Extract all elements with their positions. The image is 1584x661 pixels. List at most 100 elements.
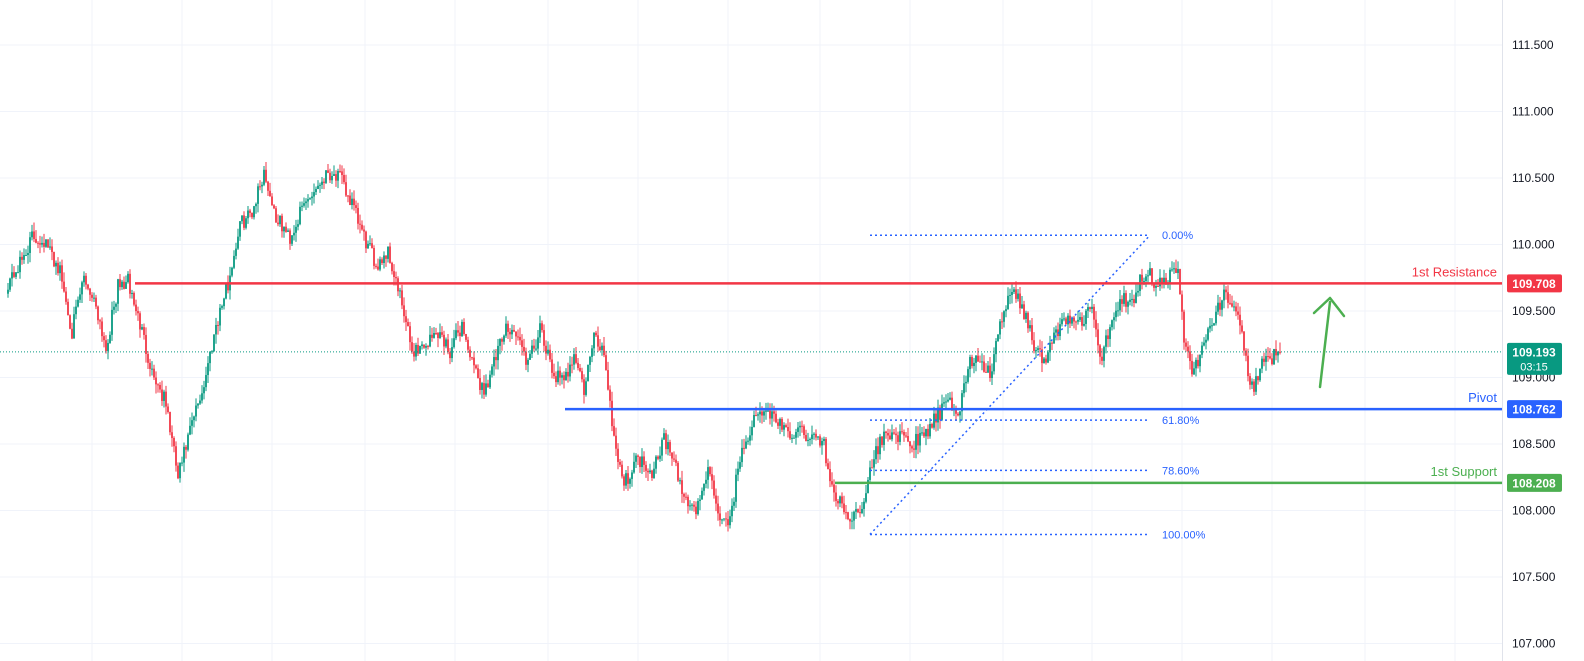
candle xyxy=(1141,268,1143,290)
candle xyxy=(141,323,143,331)
candle xyxy=(815,429,817,441)
candle-body xyxy=(947,399,949,402)
candle xyxy=(121,279,123,290)
candle-body xyxy=(831,481,833,485)
candle xyxy=(813,432,815,440)
candle xyxy=(223,297,225,310)
candle-body xyxy=(1103,346,1105,361)
candle-body xyxy=(1017,293,1019,299)
candle-body xyxy=(1165,277,1167,285)
candle xyxy=(739,456,741,472)
candle-body xyxy=(887,432,889,436)
candle xyxy=(441,326,443,338)
candle-body xyxy=(1093,306,1095,320)
candle-body xyxy=(253,206,255,218)
candle-body xyxy=(637,455,639,457)
candle xyxy=(943,397,945,407)
candle xyxy=(877,437,879,463)
candle xyxy=(1033,332,1035,354)
candle xyxy=(501,337,503,351)
candle xyxy=(319,182,321,193)
candle-body xyxy=(123,281,125,289)
fib-level-label: 78.60% xyxy=(1162,465,1200,477)
candle-body xyxy=(525,351,527,365)
candle xyxy=(59,261,61,281)
candle-body xyxy=(111,309,113,335)
candle xyxy=(1265,348,1267,371)
candle-body xyxy=(1073,317,1075,322)
candle-body xyxy=(857,509,859,513)
candle xyxy=(631,469,633,487)
candle-body xyxy=(1175,268,1177,273)
candle xyxy=(103,332,105,348)
candle xyxy=(195,398,197,422)
candle xyxy=(1011,283,1013,304)
candle xyxy=(1145,273,1147,288)
candle-body xyxy=(143,327,145,335)
candle xyxy=(1043,357,1045,364)
candle xyxy=(375,263,377,269)
candle xyxy=(905,431,907,438)
candle-body xyxy=(75,306,77,315)
candle xyxy=(1277,350,1279,363)
candle xyxy=(275,206,277,223)
candle xyxy=(235,242,237,260)
candle-body xyxy=(175,446,177,466)
candle-body xyxy=(79,294,81,300)
candle xyxy=(1095,311,1097,338)
price-tick-label: 110.500 xyxy=(1512,171,1555,185)
candle-body xyxy=(189,425,191,435)
candle-body xyxy=(367,243,369,249)
candle xyxy=(17,265,19,274)
candle-body xyxy=(67,301,69,316)
candle-body xyxy=(1041,349,1043,364)
candle xyxy=(377,258,379,271)
candle-body xyxy=(1217,302,1219,312)
candle xyxy=(975,354,977,372)
candle xyxy=(695,501,697,520)
candle xyxy=(1213,322,1215,327)
price-badges: 109.708 108.762 108.208 109.193 03:15 xyxy=(1507,274,1562,492)
candle-body xyxy=(235,248,237,256)
candle-body xyxy=(573,354,575,365)
candle-body xyxy=(17,272,19,274)
candle xyxy=(871,459,873,469)
candle xyxy=(633,452,635,474)
candle-body xyxy=(891,432,893,440)
candle xyxy=(1263,352,1265,367)
candle xyxy=(691,503,693,511)
candle-body xyxy=(1077,319,1079,322)
candle-body xyxy=(931,423,933,428)
candle-body xyxy=(9,278,11,290)
candle-body xyxy=(363,229,365,232)
candle xyxy=(781,417,783,433)
candle-body xyxy=(165,391,167,407)
candle-body xyxy=(527,359,529,365)
candle-body xyxy=(875,446,877,460)
candle-body xyxy=(597,335,599,347)
candle-body xyxy=(61,265,63,282)
candle xyxy=(43,233,45,253)
price-axis[interactable]: 107.000107.500108.000108.500109.000109.5… xyxy=(1512,38,1556,651)
candle-body xyxy=(381,259,383,263)
candle xyxy=(431,327,433,342)
fibonacci-retracement[interactable]: 0.00% 61.80% 78.60% 100.00% xyxy=(869,230,1206,541)
candle-body xyxy=(825,438,827,464)
candle xyxy=(991,363,993,386)
candle xyxy=(373,245,375,270)
candle-body xyxy=(847,512,849,520)
candle xyxy=(1107,329,1109,348)
candle xyxy=(1273,348,1275,366)
price-levels[interactable]: 1st Resistance Pivot 1st Support xyxy=(135,264,1502,485)
candle-body xyxy=(299,206,301,225)
candle xyxy=(573,348,575,370)
candle-body xyxy=(933,413,935,428)
candle-body xyxy=(939,407,941,420)
candle xyxy=(1251,378,1253,389)
candle-body xyxy=(867,479,869,494)
candle-body xyxy=(167,406,169,413)
candle xyxy=(711,466,713,490)
candle xyxy=(571,356,573,374)
candle-body xyxy=(629,478,631,484)
